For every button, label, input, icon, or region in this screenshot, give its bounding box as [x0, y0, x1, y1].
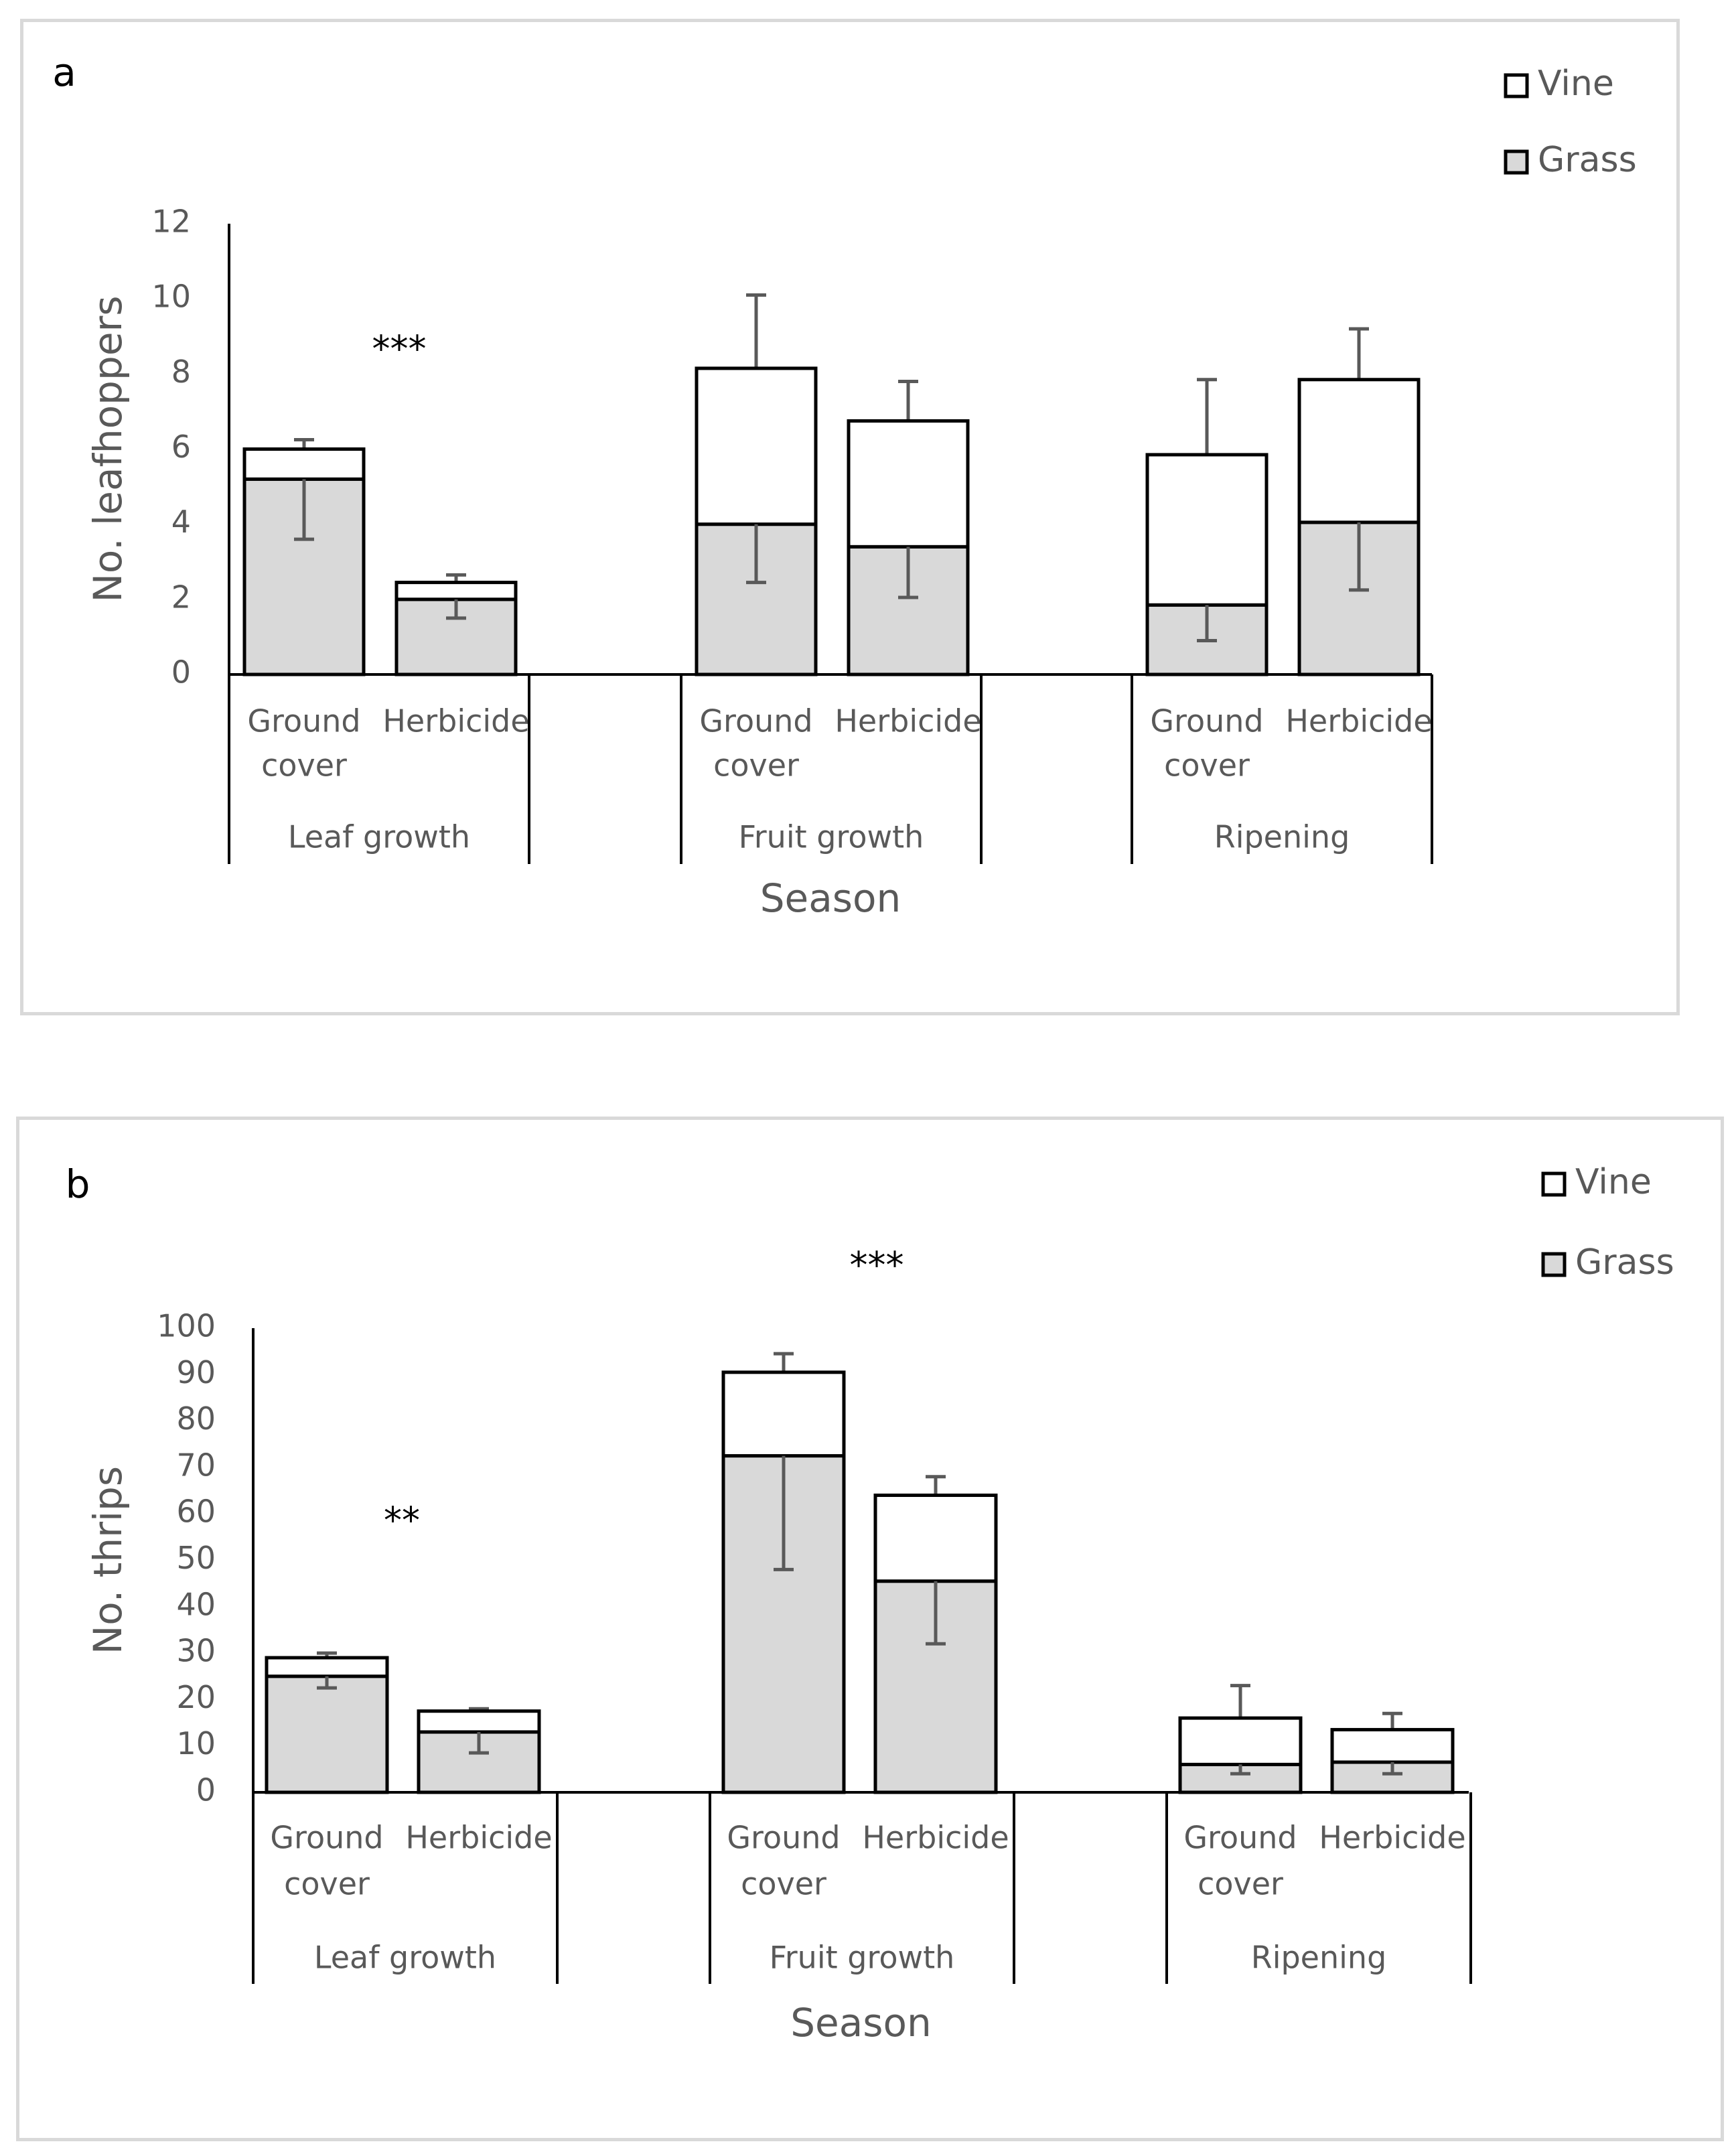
legend-label-grass: Grass	[1538, 140, 1637, 180]
category-label: Ground	[727, 1820, 840, 1856]
y-tick-label: 10	[151, 279, 191, 315]
y-tick-label: 50	[176, 1540, 216, 1576]
y-tick-label: 2	[171, 579, 191, 615]
category-label: cover	[1198, 1866, 1283, 1902]
y-tick-label: 6	[171, 429, 191, 465]
group-label: Leaf growth	[288, 819, 470, 855]
category-label: Herbicide	[1319, 1820, 1465, 1856]
vine-bar	[847, 419, 970, 549]
vine-bar	[265, 1656, 389, 1678]
legend-label-vine: Vine	[1575, 1162, 1652, 1202]
legend-swatch-vine	[1504, 73, 1529, 98]
panel-b-frame	[16, 1117, 1724, 2141]
vine-bar	[1145, 453, 1269, 607]
y-tick-label: 10	[176, 1725, 216, 1762]
category-label: Ground	[270, 1820, 383, 1856]
legend-swatch-grass	[1504, 149, 1529, 175]
x-axis-title: Season	[790, 2000, 932, 2045]
y-tick-label: 0	[196, 1772, 216, 1808]
group-label: Fruit growth	[770, 1940, 955, 1976]
category-label: Ground	[699, 703, 812, 739]
y-tick-label: 80	[176, 1401, 216, 1437]
y-tick-label: 60	[176, 1494, 216, 1530]
group-label: Leaf growth	[314, 1940, 496, 1976]
panel-a-frame	[20, 19, 1680, 1015]
vine-bar	[417, 1709, 541, 1734]
legend-label-vine: Vine	[1538, 64, 1614, 104]
y-tick-label: 20	[176, 1679, 216, 1715]
y-tick-label: 0	[171, 654, 191, 691]
vine-bar	[394, 581, 518, 601]
y-tick-label: 70	[176, 1447, 216, 1483]
category-label: cover	[284, 1866, 370, 1902]
significance-marker: ***	[372, 328, 427, 370]
group-label: Ripening	[1214, 819, 1350, 855]
x-axis-title: Season	[760, 875, 901, 921]
category-label: Ground	[1150, 703, 1263, 739]
category-label: Herbicide	[405, 1820, 552, 1856]
category-label: cover	[713, 747, 799, 784]
y-tick-label: 100	[157, 1308, 216, 1344]
vine-bar	[873, 1493, 998, 1583]
vine-bar	[695, 366, 818, 526]
significance-marker: **	[384, 1500, 420, 1542]
panel-label: b	[66, 1161, 90, 1207]
category-label: Herbicide	[382, 703, 529, 739]
y-tick-label: 30	[176, 1633, 216, 1669]
grass-bar	[265, 1674, 389, 1794]
y-tick-label: 12	[151, 204, 191, 240]
y-tick-label: 8	[171, 354, 191, 390]
vine-bar	[1330, 1727, 1455, 1764]
y-tick-label: 4	[171, 504, 191, 540]
category-label: Ground	[247, 703, 360, 739]
vine-bar	[721, 1370, 846, 1458]
y-tick-label: 40	[176, 1586, 216, 1622]
vine-bar	[1297, 378, 1421, 524]
group-label: Fruit growth	[739, 819, 924, 855]
category-label: cover	[741, 1866, 826, 1902]
category-label: Herbicide	[862, 1820, 1009, 1856]
y-axis-title: No. thrips	[85, 1466, 131, 1654]
y-axis-title: No. leafhoppers	[85, 295, 131, 602]
vine-bar	[242, 447, 366, 481]
y-tick-label: 90	[176, 1354, 216, 1390]
category-label: Ground	[1183, 1820, 1297, 1856]
category-label: Herbicide	[1285, 703, 1432, 739]
category-label: Herbicide	[835, 703, 981, 739]
legend-label-grass: Grass	[1575, 1242, 1674, 1283]
significance-marker: ***	[850, 1244, 904, 1287]
category-label: cover	[261, 747, 347, 784]
category-label: cover	[1164, 747, 1250, 784]
panel-label: a	[52, 50, 76, 95]
legend-swatch-vine	[1541, 1171, 1567, 1197]
vine-bar	[1178, 1716, 1303, 1766]
group-label: Ripening	[1251, 1940, 1387, 1976]
legend-swatch-grass	[1541, 1252, 1567, 1277]
